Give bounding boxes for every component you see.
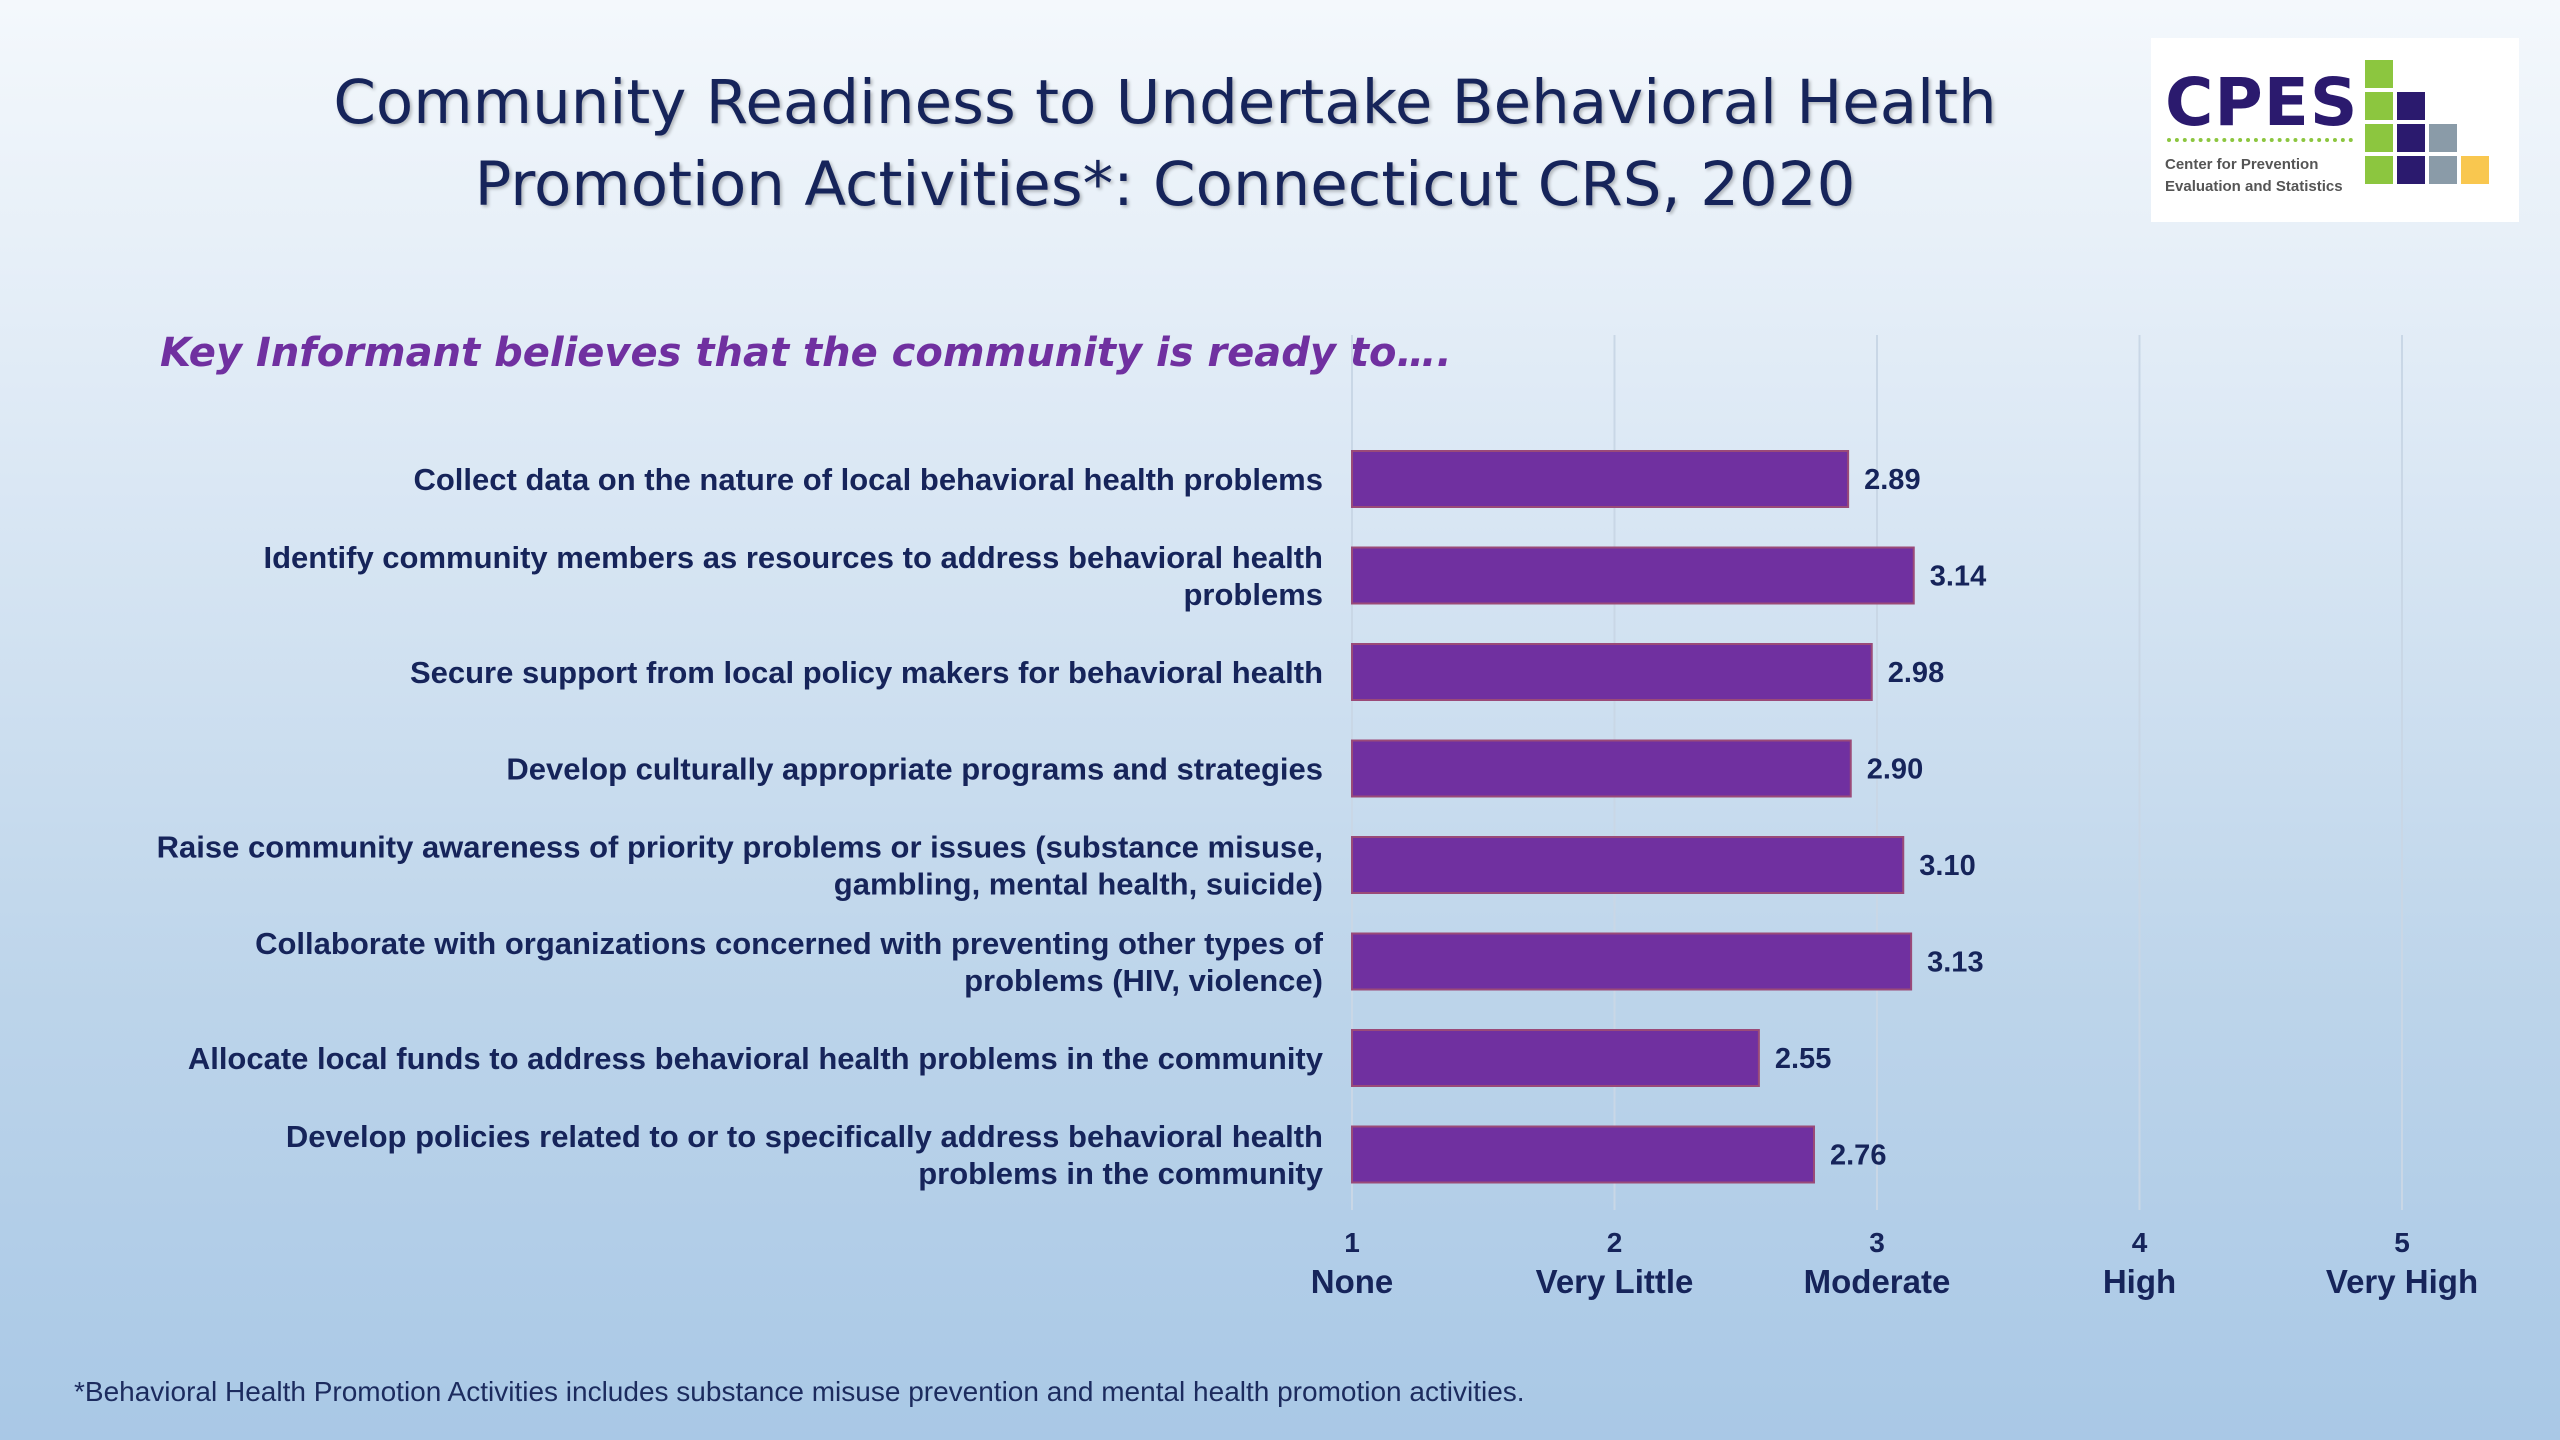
bar (1351, 932, 1913, 991)
logo-square (2429, 156, 2457, 184)
logo-square (2365, 60, 2393, 88)
logo-square (2397, 92, 2425, 120)
category-label: Collect data on the nature of local beha… (413, 462, 1323, 497)
chart-subtitle: Key Informant believes that the communit… (160, 330, 1452, 376)
category-label: Develop culturally appropriate programs … (506, 752, 1323, 787)
tick-label: Moderate (1804, 1263, 1951, 1300)
category-label: Secure support from local policy makers … (410, 655, 1323, 690)
tick-label: Very High (2326, 1263, 2478, 1300)
title-line-2: Promotion Activities*: Connecticut CRS, … (474, 149, 1856, 220)
bar (1351, 836, 1905, 894)
bar (1351, 643, 1873, 701)
logo-square (2397, 156, 2425, 184)
tick-number: 5 (2394, 1227, 2410, 1258)
logo-square (2365, 124, 2393, 152)
tick-number: 1 (1344, 1227, 1360, 1258)
bar (1351, 1125, 1815, 1184)
logo-wordmark: CPES (2165, 64, 2359, 141)
data-label: 3.13 (1927, 947, 1983, 979)
bar (1351, 739, 1852, 798)
category-label: Develop policies related to or to specif… (286, 1119, 1323, 1154)
data-label: 2.55 (1775, 1043, 1831, 1075)
category-label: Identify community members as resources … (263, 540, 1323, 575)
data-label: 2.98 (1888, 657, 1944, 689)
data-label: 3.14 (1930, 561, 1986, 593)
logo-square (2365, 156, 2393, 184)
logo-dotted-rule (2167, 138, 2353, 142)
category-label: Collaborate with organizations concerned… (255, 926, 1324, 961)
logo-subtitle-line-1: Center for Prevention (2165, 156, 2319, 173)
data-label: 2.90 (1867, 754, 1923, 786)
title-line-1: Community Readiness to Undertake Behavio… (333, 67, 1997, 138)
tick-number: 2 (1607, 1227, 1623, 1258)
bar (1351, 450, 1850, 508)
bar (1351, 546, 1915, 605)
data-label: 2.76 (1830, 1140, 1886, 1172)
category-label: problems (HIV, violence) (964, 963, 1323, 998)
data-label: 2.89 (1864, 464, 1920, 496)
logo-subtitle: Center for Prevention Evaluation and Sta… (2165, 154, 2343, 198)
page-title: Community Readiness to Undertake Behavio… (200, 62, 2130, 226)
category-label: Raise community awareness of priority pr… (157, 830, 1323, 865)
footnote: *Behavioral Health Promotion Activities … (74, 1376, 1525, 1407)
cpes-logo: CPES Center for Prevention Evaluation an… (2151, 38, 2519, 222)
logo-square (2461, 156, 2489, 184)
logo-square (2429, 124, 2457, 152)
logo-square (2397, 124, 2425, 152)
logo-subtitle-line-2: Evaluation and Statistics (2165, 178, 2343, 195)
logo-square (2365, 92, 2393, 120)
category-label: gambling, mental health, suicide) (834, 867, 1323, 902)
tick-label: Very Little (1536, 1263, 1694, 1300)
tick-number: 3 (1869, 1227, 1885, 1258)
tick-label: High (2103, 1263, 2176, 1300)
tick-label: None (1311, 1263, 1394, 1300)
data-label: 3.10 (1919, 850, 1975, 882)
category-label: problems (1183, 577, 1323, 612)
bar (1351, 1029, 1760, 1087)
category-label: Allocate local funds to address behavior… (188, 1041, 1324, 1076)
category-label: problems in the community (918, 1156, 1324, 1191)
tick-number: 4 (2132, 1227, 2148, 1258)
